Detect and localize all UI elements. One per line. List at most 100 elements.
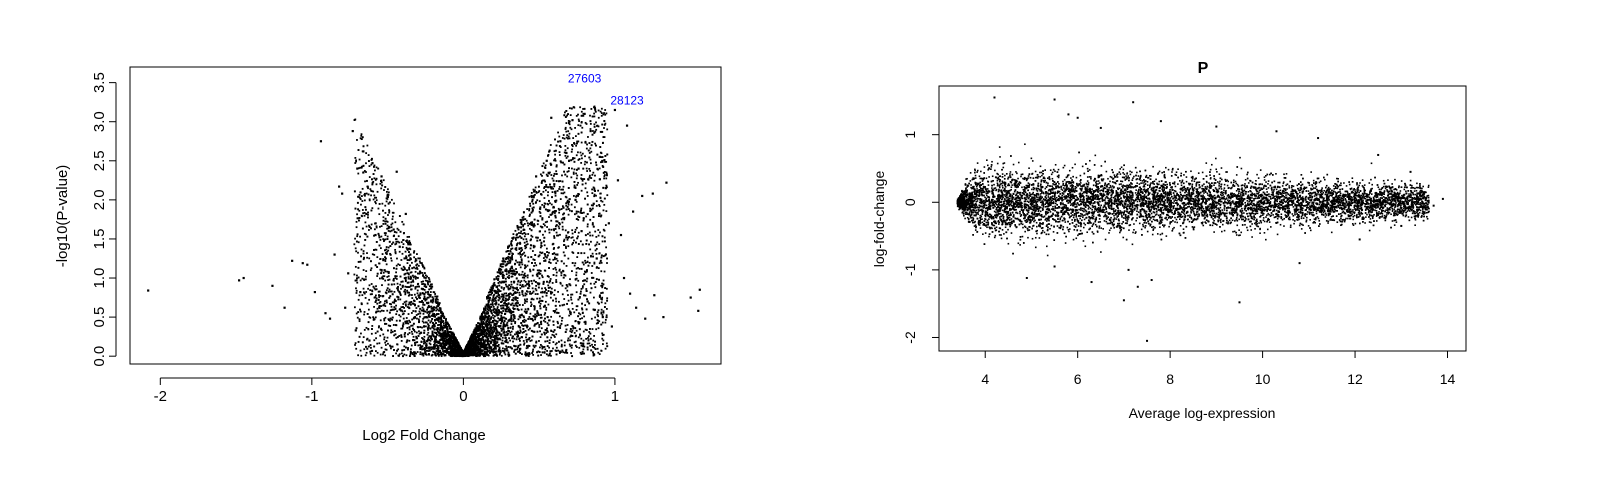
ma-point	[1298, 262, 1301, 265]
ma-y-tick-label: -2	[902, 331, 918, 344]
ma-point	[1025, 276, 1028, 279]
volcano-point	[613, 108, 617, 112]
volcano-y-tick-label: 0.0	[91, 346, 108, 367]
volcano-outlier-points	[147, 108, 701, 342]
volcano-point	[545, 159, 548, 162]
volcano-point	[374, 233, 377, 237]
volcano-y-tick-label: 1.5	[91, 229, 108, 250]
ma-y-tick-label: 1	[902, 131, 918, 139]
volcano-point	[632, 210, 635, 213]
volcano-point	[386, 194, 389, 198]
volcano-point	[622, 276, 626, 280]
volcano-point	[389, 317, 392, 320]
volcano-point	[562, 206, 565, 209]
volcano-plot-frame	[129, 66, 722, 365]
volcano-y-tick-label: 2.5	[91, 150, 108, 171]
ma-point	[1053, 265, 1056, 268]
volcano-plot: -2 -1 0 1 0.0 0.5 1.0 1.5 2.0 2.5 3.0 3.5 27603 281…	[54, 66, 722, 444]
volcano-point	[271, 284, 274, 287]
volcano-point	[662, 316, 665, 319]
volcano-point	[574, 198, 577, 201]
volcano-point	[242, 276, 245, 280]
volcano-point	[354, 329, 357, 332]
volcano-point	[392, 228, 395, 231]
volcano-point	[610, 325, 613, 328]
volcano-point	[595, 257, 598, 260]
ma-point	[1136, 285, 1139, 288]
volcano-x-tick-label: 1	[611, 388, 619, 405]
volcano-point	[651, 192, 654, 195]
ma-point	[1127, 268, 1130, 271]
volcano-point	[530, 194, 533, 198]
ma-y-tick-label: 0	[902, 198, 918, 206]
volcano-point	[383, 269, 386, 272]
volcano-annotations: 27603 28123	[568, 72, 644, 108]
volcano-y-tick-label: 1.0	[91, 268, 108, 289]
ma-point	[1358, 238, 1361, 241]
volcano-point	[371, 162, 374, 165]
volcano-point	[398, 245, 401, 248]
volcano-point	[619, 233, 623, 237]
volcano-point	[565, 151, 568, 155]
volcano-point	[653, 294, 656, 297]
ma-point	[1215, 125, 1218, 128]
volcano-point	[347, 272, 350, 275]
ma-x-axis: 4 6 8 10 12 14	[981, 351, 1456, 387]
volcano-point	[601, 316, 604, 319]
volcano-y-tick-label: 3.0	[91, 111, 108, 132]
volcano-point	[368, 339, 371, 342]
ma-point	[1275, 130, 1278, 133]
volcano-point-cloud	[353, 105, 609, 358]
ma-x-tick-label: 14	[1440, 371, 1456, 387]
volcano-point	[586, 300, 589, 303]
ma-x-tick-label: 8	[1166, 371, 1174, 387]
volcano-point	[338, 185, 341, 188]
volcano-point	[356, 167, 359, 170]
volcano-point	[541, 226, 544, 229]
ma-point	[993, 96, 996, 99]
volcano-x-tick-label: -2	[154, 388, 167, 405]
volcano-point	[568, 283, 571, 286]
volcano-point	[365, 212, 368, 216]
volcano-point	[556, 253, 559, 256]
ma-x-tick-label: 10	[1255, 371, 1271, 387]
volcano-point	[598, 155, 601, 158]
volcano-point	[665, 181, 668, 184]
volcano-point	[559, 140, 562, 143]
volcano-y-axis-label: -log10(P-value)	[54, 165, 71, 268]
volcano-point	[625, 124, 629, 127]
volcano-point	[395, 170, 398, 173]
ma-point-cloud	[956, 143, 1430, 257]
volcano-point	[238, 279, 241, 282]
volcano-y-tick-label: 3.5	[91, 72, 108, 93]
ma-point	[1146, 339, 1149, 342]
volcano-annotation-label: 28123	[610, 94, 644, 108]
volcano-point	[689, 296, 692, 299]
ma-plot-title: P	[1198, 60, 1209, 77]
volcano-point	[291, 259, 294, 262]
ma-point	[1238, 301, 1241, 304]
volcano-point	[698, 288, 701, 291]
volcano-y-axis: 0.0 0.5 1.0 1.5 2.0 2.5 3.0 3.5	[91, 72, 117, 367]
volcano-point	[313, 290, 316, 294]
ma-x-tick-label: 4	[981, 371, 989, 387]
volcano-point	[607, 222, 610, 225]
ma-outlier-points	[993, 96, 1444, 342]
ma-x-tick-label: 12	[1347, 371, 1363, 387]
volcano-point	[628, 292, 632, 295]
volcano-point	[550, 116, 553, 119]
volcano-y-tick-label: 0.5	[91, 307, 108, 328]
ma-point	[1132, 101, 1135, 104]
ma-point	[1317, 137, 1320, 140]
volcano-point	[577, 167, 580, 170]
ma-y-tick-label: -1	[902, 263, 918, 276]
volcano-x-axis: -2 -1 0 1	[154, 377, 619, 405]
ma-y-axis-label: log-fold-change	[871, 171, 887, 268]
volcano-point	[324, 312, 327, 315]
volcano-point	[589, 129, 592, 133]
volcano-point	[409, 253, 412, 256]
ma-point	[1099, 126, 1102, 129]
volcano-point	[644, 317, 647, 320]
volcano-y-tick-label: 2.0	[91, 189, 108, 210]
